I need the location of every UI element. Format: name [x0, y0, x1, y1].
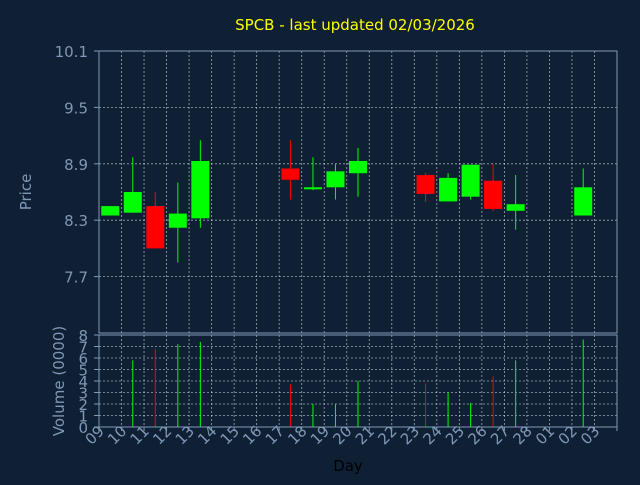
- candle-body: [101, 206, 120, 216]
- candle-body: [168, 213, 187, 228]
- candle-body: [146, 206, 165, 249]
- volume-tick-label: 3: [78, 385, 88, 403]
- price-panel: 10.1 9.5 8.9 8.3 7.7: [55, 43, 618, 334]
- candle-body: [123, 192, 142, 213]
- volume-tick-label: 8: [78, 327, 88, 345]
- candle-body: [348, 160, 368, 174]
- volume-tick-label: 6: [78, 350, 88, 368]
- price-tick-label: 8.9: [64, 156, 88, 174]
- price-tick-label: 7.7: [64, 269, 88, 287]
- candle-body: [439, 177, 458, 202]
- price-tick-label: 10.1: [55, 43, 88, 61]
- candle-body: [506, 204, 525, 211]
- candle-body: [281, 168, 300, 180]
- price-tick-label: 8.3: [64, 212, 88, 230]
- price-tick-label: 9.5: [64, 99, 88, 117]
- volume-tick-label: 7: [78, 339, 88, 357]
- price-axis-label: Price: [17, 174, 35, 211]
- volume-tick-label: 5: [78, 362, 88, 380]
- volume-tick-label: 0: [78, 419, 88, 437]
- candle-body: [416, 175, 435, 194]
- candle-body: [484, 180, 503, 209]
- candle-body: [574, 187, 593, 216]
- candle-body: [191, 160, 210, 219]
- volume-panel-border: [98, 334, 618, 428]
- candle-body: [326, 171, 345, 188]
- volume-axis-label: Volume (0000): [50, 326, 68, 436]
- price-panel-border: [98, 50, 618, 334]
- candle-body: [461, 164, 480, 197]
- x-axis-label: Day: [333, 457, 363, 475]
- candle-body: [303, 187, 322, 190]
- chart-title: SPCB - last updated 02/03/2026: [235, 16, 475, 34]
- volume-tick-label: 1: [78, 408, 88, 426]
- volume-tick-label: 2: [78, 396, 88, 414]
- volume-tick-label: 4: [78, 373, 88, 391]
